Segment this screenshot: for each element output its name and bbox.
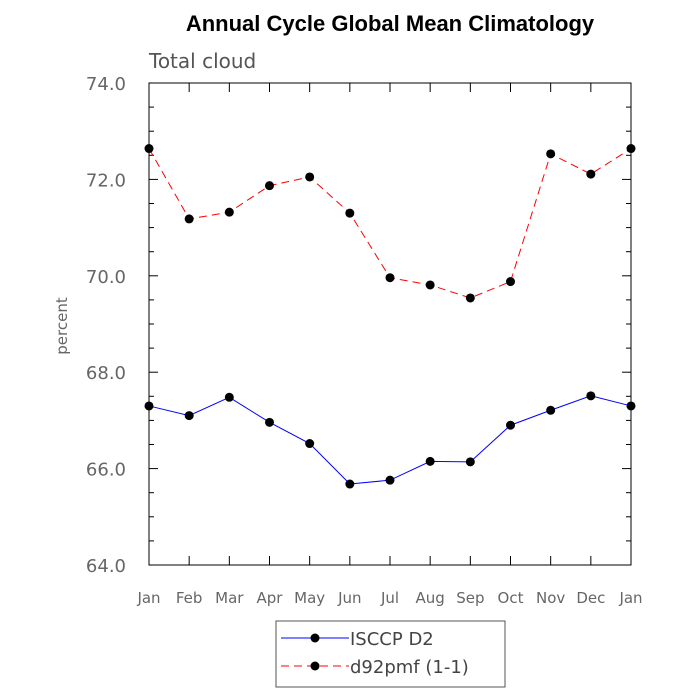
- series-0-point: [385, 475, 395, 485]
- plot-axes: [148, 82, 632, 566]
- y-tick-label: 68.0: [86, 363, 126, 384]
- series-0-point: [626, 401, 636, 411]
- x-tick-label: Mar: [215, 589, 244, 607]
- series-1-point: [345, 208, 355, 218]
- x-tick-label: May: [294, 589, 325, 607]
- x-tick-label: Sep: [456, 589, 484, 607]
- series-1-point: [626, 144, 636, 154]
- series-1-point: [506, 277, 515, 287]
- series-line-0: [148, 395, 632, 485]
- series-0-point: [144, 401, 154, 411]
- series-0-point: [345, 479, 355, 489]
- legend-box: [275, 620, 506, 688]
- chart-subtitle: Total cloud: [148, 49, 256, 73]
- series-1-point: [385, 273, 395, 283]
- series-1-point: [265, 181, 274, 191]
- series-1-point: [224, 207, 234, 217]
- x-tick-label: Feb: [176, 589, 203, 607]
- y-tick-labels: 64.0 66.0 68.0 70.0 72.0 74.0: [86, 74, 126, 577]
- plot-frame: [148, 82, 632, 566]
- series-0-point: [305, 439, 315, 449]
- y-axis-label: percent: [53, 297, 71, 355]
- series-0-point: [546, 405, 556, 415]
- series-0-point: [425, 456, 435, 466]
- y-tick-label: 74.0: [86, 74, 126, 95]
- series-0-point: [586, 391, 596, 401]
- x-tick-label: Jan: [136, 589, 160, 607]
- legend-label-isccp: ISCCP D2: [350, 629, 434, 650]
- series-1-point: [144, 144, 154, 154]
- y-tick-label: 66.0: [86, 460, 126, 481]
- x-tick-label: Jan: [618, 589, 642, 607]
- series-1-point: [465, 293, 475, 303]
- series-1-point: [305, 172, 315, 182]
- legend-label-d92pmf: d92pmf (1-1): [350, 657, 469, 678]
- x-tick-label: Apr: [257, 589, 284, 607]
- legend-marker-d92pmf: [310, 661, 320, 671]
- series-0-point: [184, 411, 194, 421]
- x-tick-label: Dec: [576, 589, 605, 607]
- series-0-point: [265, 417, 274, 427]
- series-0-point: [465, 457, 475, 467]
- x-tick-labels: Jan Feb Mar Apr May Jun Jul Aug Sep Oct Nov Dec Jan: [136, 589, 642, 607]
- y-tick-label: 70.0: [86, 267, 126, 288]
- x-tick-label: Nov: [536, 589, 565, 607]
- legend: ISCCP D2 d92pmf (1-1): [275, 620, 506, 688]
- series-1-point: [586, 169, 596, 179]
- series-1-point: [184, 214, 194, 224]
- y-tick-label: 72.0: [86, 170, 126, 191]
- legend-marker-isccp: [310, 633, 320, 643]
- x-tick-label: Jun: [337, 589, 361, 607]
- series-1-point: [546, 149, 556, 159]
- series-0-point: [506, 420, 515, 430]
- series-1-point: [425, 280, 435, 290]
- chart-title: Annual Cycle Global Mean Climatology: [186, 11, 595, 36]
- x-tick-label: Jul: [380, 589, 399, 607]
- y-tick-label: 64.0: [86, 556, 126, 577]
- series-0-point: [224, 392, 234, 402]
- x-tick-label: Aug: [416, 589, 445, 607]
- x-tick-label: Oct: [498, 589, 524, 607]
- series-group: [144, 144, 636, 489]
